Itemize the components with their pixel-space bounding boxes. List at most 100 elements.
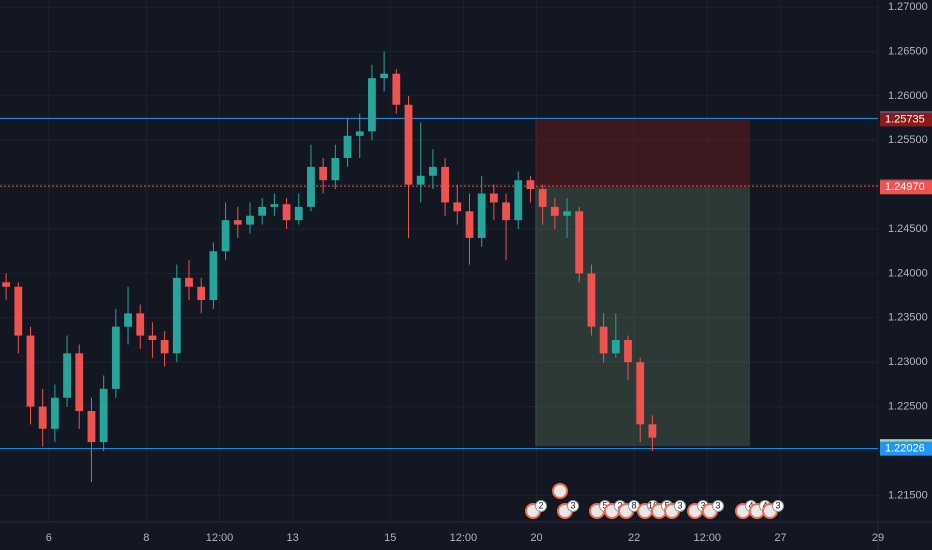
price-tag <box>880 180 932 195</box>
candle-body <box>526 180 535 190</box>
event-count: 3 <box>677 500 682 510</box>
candle-body <box>258 206 267 216</box>
candle-body <box>380 73 389 79</box>
candle-body <box>331 158 340 181</box>
candle-body <box>87 411 96 443</box>
event-count: 4 <box>748 500 753 510</box>
candle-body <box>429 166 437 176</box>
stop-zone <box>535 119 750 188</box>
x-tick-label: 12:00 <box>450 532 478 544</box>
candle-body <box>2 282 10 287</box>
event-count: 16 <box>648 500 658 510</box>
candle-body <box>221 220 230 252</box>
candle-body <box>563 211 571 216</box>
candle-body <box>636 362 645 425</box>
candle-body <box>599 326 608 354</box>
y-tick-label: 1.23500 <box>888 312 928 324</box>
event-flag <box>552 483 568 499</box>
candle-body <box>453 202 462 212</box>
candle-body <box>477 193 486 238</box>
candle-body <box>50 397 59 429</box>
candle-body <box>611 340 620 354</box>
price-tag-label: 1.25735 <box>885 113 925 125</box>
candle-body <box>441 166 449 203</box>
price-tag <box>880 441 932 456</box>
candle-body <box>209 251 218 301</box>
price-tag <box>880 112 932 127</box>
event-count: 8 <box>631 500 636 510</box>
x-tick-label: 6 <box>46 532 52 544</box>
candle-body <box>465 211 474 238</box>
y-tick-label: 1.22500 <box>888 400 928 412</box>
event-count: 3 <box>715 500 720 510</box>
candle-body <box>502 202 510 221</box>
candle-body <box>575 211 584 274</box>
event-badge <box>674 500 686 512</box>
candle-body <box>124 313 132 327</box>
event-badge <box>772 500 784 512</box>
x-tick-label: 29 <box>872 532 884 544</box>
event-count: 3 <box>775 500 780 510</box>
x-tick-label: 15 <box>384 532 396 544</box>
candle-body <box>38 406 47 429</box>
candle-body <box>416 175 425 185</box>
x-tick-label: 22 <box>628 532 640 544</box>
candle-body <box>75 353 84 412</box>
price-axis <box>878 0 932 550</box>
price-tag-label: 1.24970 <box>885 181 925 193</box>
x-tick-label: 27 <box>774 532 786 544</box>
candle-body <box>185 277 193 287</box>
x-tick-label: 20 <box>530 532 542 544</box>
candle-body <box>197 286 206 301</box>
candle-body <box>648 424 657 438</box>
candle-body <box>99 388 108 443</box>
event-badge <box>712 500 724 512</box>
candle-body <box>63 353 71 398</box>
event-count: 3 <box>570 500 575 510</box>
event-count: 3 <box>700 500 705 510</box>
candle-body <box>514 180 523 221</box>
candle-body <box>160 340 169 354</box>
event-count: 2 <box>538 500 543 510</box>
x-tick-label: 12:00 <box>206 532 234 544</box>
candle-body <box>368 78 376 132</box>
candle-body <box>148 335 157 341</box>
x-tick-label: 13 <box>287 532 299 544</box>
candle-body <box>294 206 303 221</box>
candle-body <box>26 335 35 407</box>
candle-body <box>14 286 23 336</box>
y-tick-label: 1.26000 <box>888 90 928 102</box>
candle-body <box>355 131 364 136</box>
candle-body <box>307 166 315 207</box>
candle-body <box>392 73 401 105</box>
candle-body <box>550 206 559 216</box>
x-tick-label: 8 <box>143 532 149 544</box>
price-tag-label: 1.22026 <box>885 443 925 455</box>
candle-body <box>246 215 254 225</box>
y-tick-label: 1.23000 <box>888 356 928 368</box>
event-badge <box>567 500 579 512</box>
candle-body <box>270 204 279 207</box>
candle-body <box>136 313 145 336</box>
y-tick-label: 1.21500 <box>888 489 928 501</box>
y-tick-label: 1.25500 <box>888 134 928 146</box>
candle-body <box>282 204 291 221</box>
candle-body <box>404 104 413 185</box>
candle-body <box>343 135 352 159</box>
candle-body <box>233 220 242 225</box>
x-tick-label: 12:00 <box>694 532 722 544</box>
candle-body <box>111 326 120 389</box>
candle-body <box>489 193 498 203</box>
y-tick-label: 1.26500 <box>888 45 928 57</box>
event-count: 2 <box>617 500 622 510</box>
event-badge <box>535 500 547 512</box>
event-count: 5 <box>602 500 607 510</box>
candle-body <box>624 340 632 363</box>
candle-body <box>587 273 596 327</box>
candle-body <box>538 189 547 207</box>
y-tick-label: 1.24000 <box>888 267 928 279</box>
candle-body <box>172 277 181 354</box>
y-tick-label: 1.27000 <box>888 1 928 13</box>
candle-body <box>319 166 328 181</box>
